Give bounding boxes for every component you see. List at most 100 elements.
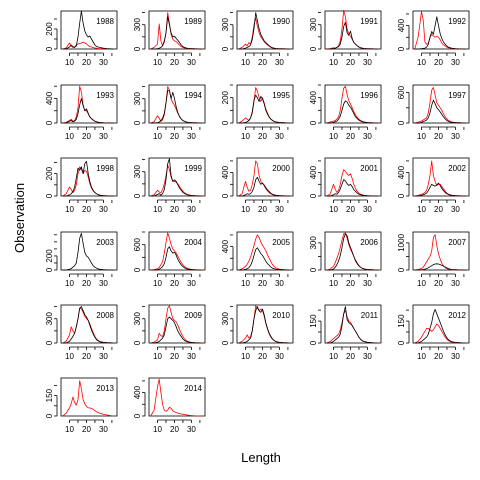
y-tick-label: 0 (397, 340, 406, 345)
panel-frame (60, 304, 118, 344)
y-tick-label: 300 (133, 18, 142, 32)
x-tick-label: 10 (417, 58, 426, 67)
panel-2008: 0 300 10 20 30 2008 (45, 304, 118, 361)
panel-year-label: 2013 (96, 384, 114, 393)
observed-series-line (326, 21, 378, 50)
y-tick-label: 0 (221, 46, 230, 51)
observed-series-line (414, 308, 466, 344)
panel-year-label: 1995 (272, 91, 290, 100)
y-tick-label: 0 (133, 46, 142, 51)
y-tick-label: 400 (397, 165, 406, 179)
panel-year-label: 1988 (96, 17, 114, 26)
panel-frame (60, 10, 118, 50)
panel-year-label: 2007 (448, 238, 466, 247)
panel-year-label: 2002 (448, 164, 466, 173)
x-tick-label: 30 (275, 205, 284, 214)
y-tick-label: 300 (133, 165, 142, 179)
panel-2006: 0 300 10 20 30 2006 (309, 231, 382, 288)
y-tick-label: 200 (221, 90, 230, 104)
x-tick-label: 10 (153, 352, 162, 361)
y-tick-label: 400 (133, 385, 142, 399)
observed-series-line (326, 306, 378, 344)
panel-2005: 0 400 10 20 30 2005 (221, 231, 294, 288)
x-tick-label: 20 (434, 58, 443, 67)
y-tick-label: 0 (45, 413, 54, 418)
x-tick-label: 10 (153, 425, 162, 434)
y-tick-label: 0 (133, 340, 142, 345)
x-tick-label: 10 (153, 279, 162, 288)
panel-2012: 0 150 10 20 30 2012 (397, 304, 470, 361)
panel-frame (236, 157, 294, 197)
y-tick-label: 0 (309, 340, 318, 345)
y-tick-label: 150 (45, 388, 54, 402)
observed-series-line (414, 182, 466, 197)
y-tick-label: 0 (397, 46, 406, 51)
x-tick-label: 10 (241, 132, 250, 141)
panel-year-label: 1993 (96, 91, 114, 100)
panel-year-label: 2004 (184, 238, 202, 247)
panel-frame (324, 84, 382, 124)
x-tick-label: 20 (258, 279, 267, 288)
x-tick-label: 30 (451, 132, 460, 141)
observed-series-line (150, 90, 202, 124)
observed-series-line (150, 16, 202, 50)
y-tick-label: 0 (133, 193, 142, 198)
panel-frame (148, 157, 206, 197)
panel-1997: 0 600 10 20 30 1997 (397, 84, 470, 141)
y-tick-label: 0 (133, 267, 142, 272)
panel-frame (148, 231, 206, 271)
y-tick-label: 0 (45, 120, 54, 125)
panel-1990: 0 300 10 20 30 1990 (221, 10, 294, 67)
y-tick-label: 0 (45, 340, 54, 345)
panel-2001: 0 400 10 20 30 2001 (309, 157, 382, 214)
panel-2003: 0 200 10 20 30 2003 (45, 231, 118, 288)
y-tick-label: 0 (397, 193, 406, 198)
y-tick-label: 150 (397, 314, 406, 328)
x-axis-label: Length (241, 450, 281, 465)
y-tick-label: 0 (221, 267, 230, 272)
panel-year-label: 2000 (272, 164, 290, 173)
x-tick-label: 10 (65, 205, 74, 214)
x-tick-label: 30 (451, 279, 460, 288)
x-tick-label: 10 (329, 132, 338, 141)
panel-2014: 0 400 10 20 30 2014 (133, 377, 206, 434)
y-tick-label: 0 (45, 46, 54, 51)
x-tick-label: 10 (153, 58, 162, 67)
x-tick-label: 10 (241, 352, 250, 361)
x-tick-label: 10 (65, 132, 74, 141)
x-tick-label: 30 (451, 205, 460, 214)
y-tick-label: 300 (309, 18, 318, 32)
x-tick-label: 30 (99, 425, 108, 434)
panel-frame (236, 84, 294, 124)
x-tick-label: 10 (417, 132, 426, 141)
x-tick-label: 10 (329, 352, 338, 361)
y-tick-label: 300 (45, 312, 54, 326)
panel-year-label: 1996 (360, 91, 378, 100)
predicted-series-line (62, 380, 114, 417)
x-tick-label: 20 (258, 132, 267, 141)
panel-year-label: 2010 (272, 311, 290, 320)
panel-frame (60, 231, 118, 271)
y-tick-label: 300 (221, 18, 230, 32)
panel-2011: 0 150 10 20 30 2011 (309, 304, 382, 361)
x-tick-label: 20 (434, 132, 443, 141)
y-tick-label: 200 (45, 166, 54, 180)
x-tick-label: 30 (275, 58, 284, 67)
x-tick-label: 30 (187, 352, 196, 361)
observed-series-line (238, 176, 290, 197)
y-axis-label: Observation (12, 183, 27, 253)
observed-series-line (62, 98, 114, 124)
x-tick-label: 10 (417, 352, 426, 361)
x-tick-label: 20 (82, 425, 91, 434)
observed-series-line (150, 158, 202, 197)
panel-1991: 0 300 10 20 30 1991 (309, 9, 382, 67)
panel-year-label: 1990 (272, 17, 290, 26)
y-tick-label: 1000 (397, 233, 406, 251)
panel-year-label: 1994 (184, 91, 202, 100)
panel-1992: 0 400 10 20 30 1992 (397, 10, 470, 67)
panel-year-label: 2001 (360, 164, 378, 173)
y-tick-label: 0 (309, 120, 318, 125)
panel-2007: 0 1000 10 20 30 2007 (397, 231, 470, 288)
x-tick-label: 20 (434, 279, 443, 288)
x-tick-label: 20 (82, 205, 91, 214)
